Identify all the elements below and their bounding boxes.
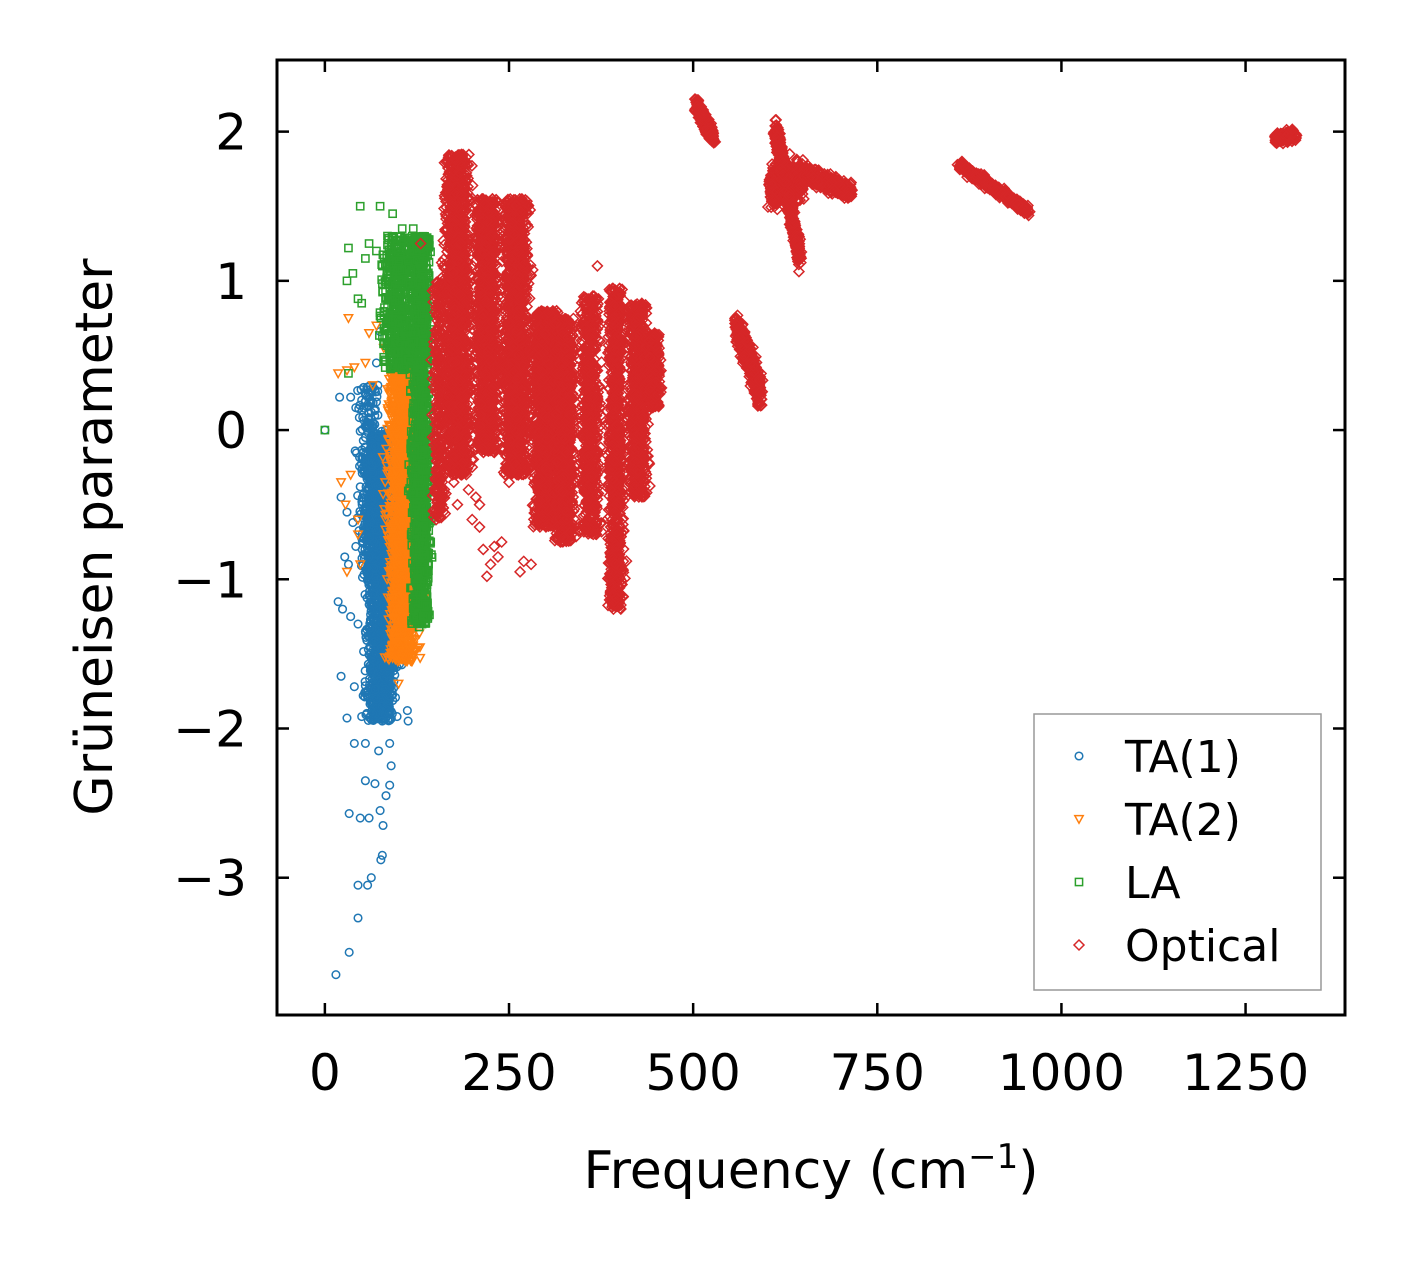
point-ta1 xyxy=(389,676,399,687)
data-marks xyxy=(320,93,1303,980)
